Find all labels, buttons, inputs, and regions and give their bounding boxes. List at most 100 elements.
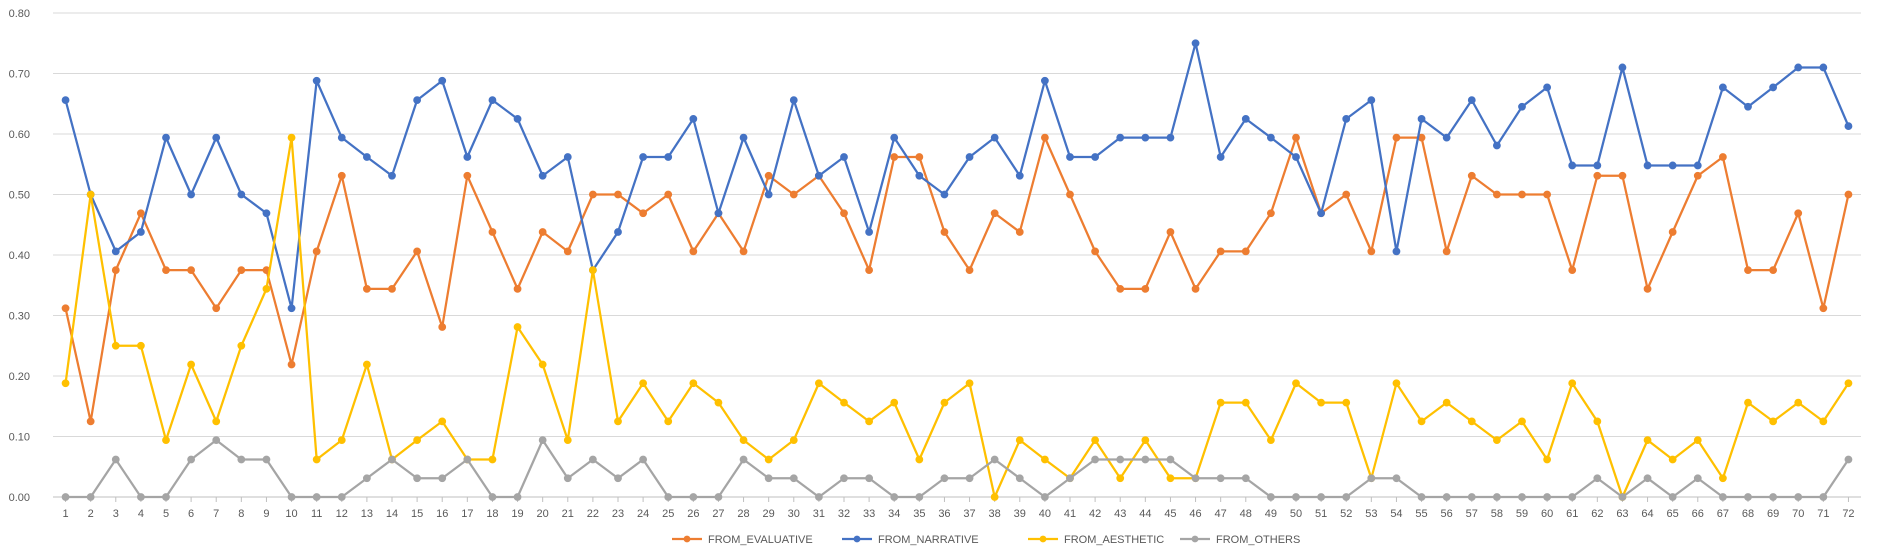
series-from-aesthetic xyxy=(61,133,1853,501)
data-point xyxy=(187,190,196,199)
data-point xyxy=(1342,398,1351,407)
data-point xyxy=(1241,474,1250,483)
data-point xyxy=(1769,83,1778,92)
data-point xyxy=(563,247,572,256)
data-point xyxy=(1844,455,1853,464)
legend-item: FROM_EVALUATIVE xyxy=(672,534,813,546)
data-point xyxy=(362,360,371,369)
data-point xyxy=(639,153,648,161)
x-tick-label: 56 xyxy=(1441,508,1453,520)
data-point xyxy=(212,417,221,426)
data-point xyxy=(362,284,371,293)
data-point xyxy=(1040,76,1049,85)
data-point xyxy=(1819,63,1828,72)
x-tick-label: 34 xyxy=(888,508,900,520)
data-point xyxy=(940,474,949,483)
data-point xyxy=(915,455,924,464)
data-point xyxy=(1191,474,1200,483)
data-point xyxy=(463,455,472,464)
x-tick-label: 50 xyxy=(1290,508,1302,520)
data-point xyxy=(563,436,572,445)
x-tick-label: 33 xyxy=(863,508,875,520)
data-point xyxy=(1794,398,1803,407)
data-point xyxy=(1367,247,1376,256)
x-tick-label: 54 xyxy=(1390,508,1402,520)
data-point xyxy=(1292,379,1300,388)
y-tick-label: 0.60 xyxy=(9,129,30,141)
data-point xyxy=(1568,493,1577,501)
data-point xyxy=(840,398,848,407)
data-point xyxy=(262,455,271,464)
data-point xyxy=(262,209,271,218)
x-tick-label: 1 xyxy=(62,508,68,520)
data-point xyxy=(965,379,974,388)
data-point xyxy=(362,153,371,161)
data-point xyxy=(614,190,622,199)
data-point xyxy=(789,190,798,199)
x-tick-label: 11 xyxy=(311,508,322,520)
data-point xyxy=(1292,153,1300,161)
y-tick-label: 0.40 xyxy=(9,250,30,262)
legend-swatch-marker xyxy=(1039,535,1047,543)
data-point xyxy=(463,171,472,180)
data-point xyxy=(1266,133,1275,142)
x-tick-label: 9 xyxy=(263,508,269,520)
data-point xyxy=(563,474,572,483)
data-point xyxy=(1668,455,1677,464)
data-point xyxy=(1015,474,1024,483)
data-point xyxy=(940,190,949,199)
data-point xyxy=(1844,190,1853,199)
data-point xyxy=(865,266,874,275)
data-point xyxy=(814,493,823,501)
data-point xyxy=(1744,398,1752,407)
data-point xyxy=(312,493,321,501)
data-point xyxy=(538,171,547,180)
data-point xyxy=(488,228,497,236)
data-point xyxy=(1216,398,1225,407)
data-point xyxy=(136,209,145,218)
data-point xyxy=(61,304,70,313)
data-point xyxy=(614,417,622,426)
x-tick-label: 65 xyxy=(1667,508,1679,520)
x-tick-label: 44 xyxy=(1139,508,1151,520)
data-point xyxy=(438,474,447,483)
x-tick-label: 2 xyxy=(88,508,94,520)
data-point xyxy=(388,455,396,464)
data-point xyxy=(639,379,648,388)
data-point xyxy=(61,493,70,501)
data-point xyxy=(1241,398,1250,407)
x-tick-label: 64 xyxy=(1641,508,1653,520)
data-point xyxy=(1417,493,1426,501)
data-point xyxy=(1518,190,1526,199)
data-point xyxy=(287,360,296,369)
data-point xyxy=(1091,247,1100,256)
legend-label: FROM_OTHERS xyxy=(1216,534,1300,546)
x-tick-label: 51 xyxy=(1315,508,1327,520)
data-point xyxy=(488,493,497,501)
data-point xyxy=(1794,63,1803,72)
data-point xyxy=(1518,493,1526,501)
data-point xyxy=(714,493,723,501)
x-tick-label: 31 xyxy=(813,508,825,520)
data-point xyxy=(614,228,622,236)
x-tick-label: 20 xyxy=(537,508,549,520)
legend-swatch-marker xyxy=(1191,535,1199,543)
legend-label: FROM_EVALUATIVE xyxy=(708,534,813,546)
data-point xyxy=(1116,474,1125,483)
data-point xyxy=(1317,398,1326,407)
x-tick-label: 8 xyxy=(238,508,244,520)
data-point xyxy=(1467,493,1476,501)
series-line xyxy=(64,136,1850,499)
data-point xyxy=(940,228,949,236)
data-point xyxy=(162,493,170,501)
data-point xyxy=(287,493,296,501)
data-point xyxy=(789,96,798,105)
data-point xyxy=(1066,474,1074,483)
x-tick-label: 40 xyxy=(1039,508,1051,520)
data-point xyxy=(1292,493,1300,501)
data-point xyxy=(1744,266,1752,275)
data-point xyxy=(162,436,170,445)
data-point xyxy=(136,341,145,350)
data-point xyxy=(413,247,422,256)
